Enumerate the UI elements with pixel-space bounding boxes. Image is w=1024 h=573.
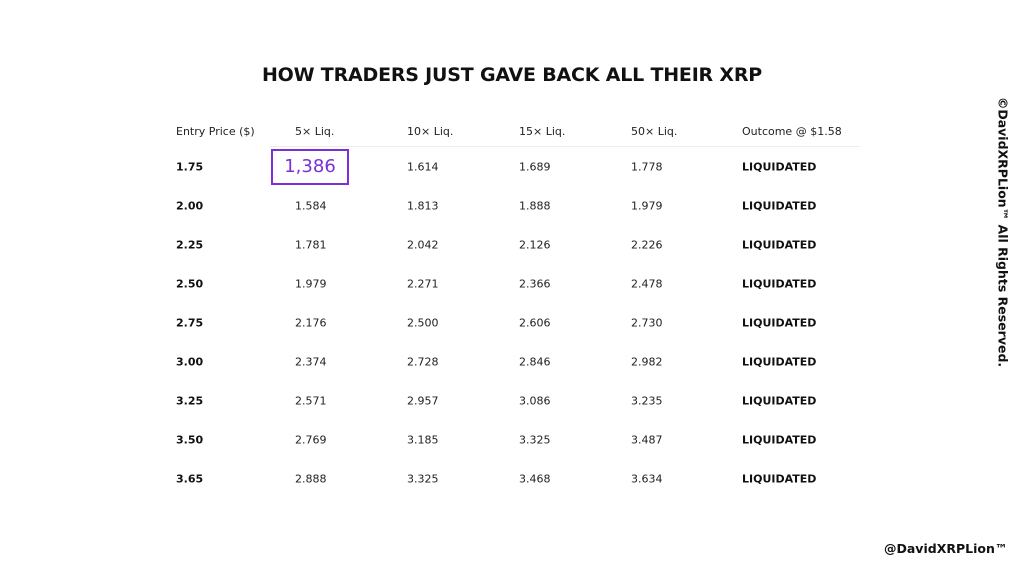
column-header: Outcome @ $1.58 [742,125,842,138]
table-cell: 1.979 [631,199,663,213]
table-cell: 2.888 [295,472,327,486]
table-cell: LIQUIDATED [742,433,817,447]
column-header: Entry Price ($) [176,125,255,138]
table-cell: LIQUIDATED [742,277,817,291]
table-cell: 2.226 [631,238,663,252]
table-cell: 2.75 [176,316,204,330]
table-cell: 2.366 [519,277,551,291]
table-cell: 3.235 [631,394,663,408]
table-cell: 3.25 [176,394,204,408]
column-header: 5× Liq. [295,125,335,138]
table-cell: 1.584 [295,199,327,213]
table-cell: 1.614 [407,160,439,174]
table-cell: 2.571 [295,394,327,408]
table-cell: LIQUIDATED [742,238,817,252]
header-rule [270,146,860,147]
table-cell: LIQUIDATED [742,394,817,408]
table-cell: 2.982 [631,355,663,369]
table-cell: 1.813 [407,199,439,213]
table-cell: 2.728 [407,355,439,369]
table-cell: 2.500 [407,316,439,330]
column-header: 10× Liq. [407,125,454,138]
table-cell: 3.50 [176,433,204,447]
table-cell: 2.730 [631,316,663,330]
table-cell: 3.487 [631,433,663,447]
table-cell: 1.778 [631,160,663,174]
table-cell: 1.75 [176,160,204,174]
table-cell: LIQUIDATED [742,355,817,369]
table-cell: 2.478 [631,277,663,291]
table-cell: 3.325 [519,433,551,447]
table-cell: 3.325 [407,472,439,486]
table-cell: 2.00 [176,199,204,213]
table-cell: 2.606 [519,316,551,330]
table-cell: 3.468 [519,472,551,486]
table-cell: 2.042 [407,238,439,252]
table-cell: 1.689 [519,160,551,174]
table-cell: LIQUIDATED [742,199,817,213]
table-cell: 2.126 [519,238,551,252]
column-header: 50× Liq. [631,125,678,138]
table-cell: 1.979 [295,277,327,291]
table-cell: 2.176 [295,316,327,330]
table-cell: 3.65 [176,472,204,486]
copyright: ©DavidXRPLion™ All Rights Reserved. [995,96,1011,368]
table-cell: 3.185 [407,433,439,447]
table-cell: 2.25 [176,238,204,252]
table-cell: 3.086 [519,394,551,408]
handle: @DavidXRPLion™ [884,541,1008,556]
table-cell: LIQUIDATED [742,472,817,486]
table-cell: 2.957 [407,394,439,408]
table-cell: LIQUIDATED [742,316,817,330]
table-cell: LIQUIDATED [742,160,817,174]
table-cell: 3.00 [176,355,204,369]
title: HOW TRADERS JUST GAVE BACK ALL THEIR XRP [261,64,763,86]
table-cell: 2.846 [519,355,551,369]
table-cell: 2.374 [295,355,327,369]
column-header: 15× Liq. [519,125,566,138]
table-cell: 2.769 [295,433,327,447]
table-cell: 2.50 [176,277,204,291]
highlighted-cell: 1,386 [271,149,349,185]
table-cell: 1.888 [519,199,551,213]
table-cell: 1.781 [295,238,327,252]
table-cell: 2.271 [407,277,439,291]
table-cell: 3.634 [631,472,663,486]
